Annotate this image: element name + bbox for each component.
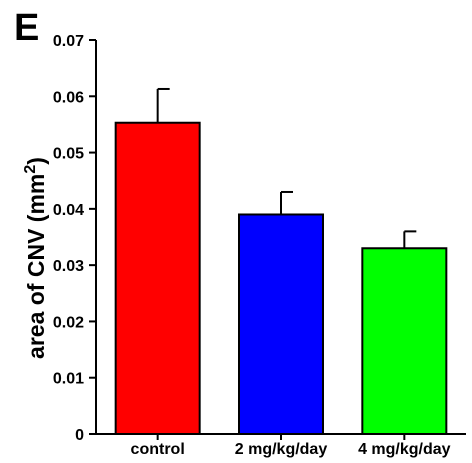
y-tick-label: 0.07 — [53, 33, 84, 50]
y-axis-label-close: ) — [23, 157, 49, 165]
y-axis-label: area of CNV (mm — [23, 174, 49, 359]
panel-label: E — [14, 7, 39, 49]
y-axis-label-superscript: 2 — [22, 165, 39, 174]
y-tick-label: 0.05 — [53, 146, 84, 163]
y-tick-label: 0.02 — [53, 314, 84, 331]
x-tick-label: control — [131, 441, 185, 458]
y-tick-label: 0.04 — [53, 202, 84, 219]
bar-1 — [114, 121, 201, 436]
x-tick-label: 2 mg/kg/day — [235, 441, 328, 458]
y-axis-title: area of CNV (mm2) — [22, 157, 49, 359]
y-tick-label: 0.03 — [53, 258, 84, 275]
y-tick-label: 0.01 — [53, 371, 84, 388]
bar-2 — [238, 213, 324, 435]
bar-3 — [361, 247, 448, 435]
y-tick-label: 0.06 — [53, 89, 84, 106]
x-tick-label: 4 mg/kg/day — [358, 441, 451, 458]
plot-area: 0 0.01 0.02 0.03 0.04 0.05 0.06 0.07 control 2 mg… — [53, 33, 466, 458]
y-tick-label: 0 — [75, 427, 84, 444]
